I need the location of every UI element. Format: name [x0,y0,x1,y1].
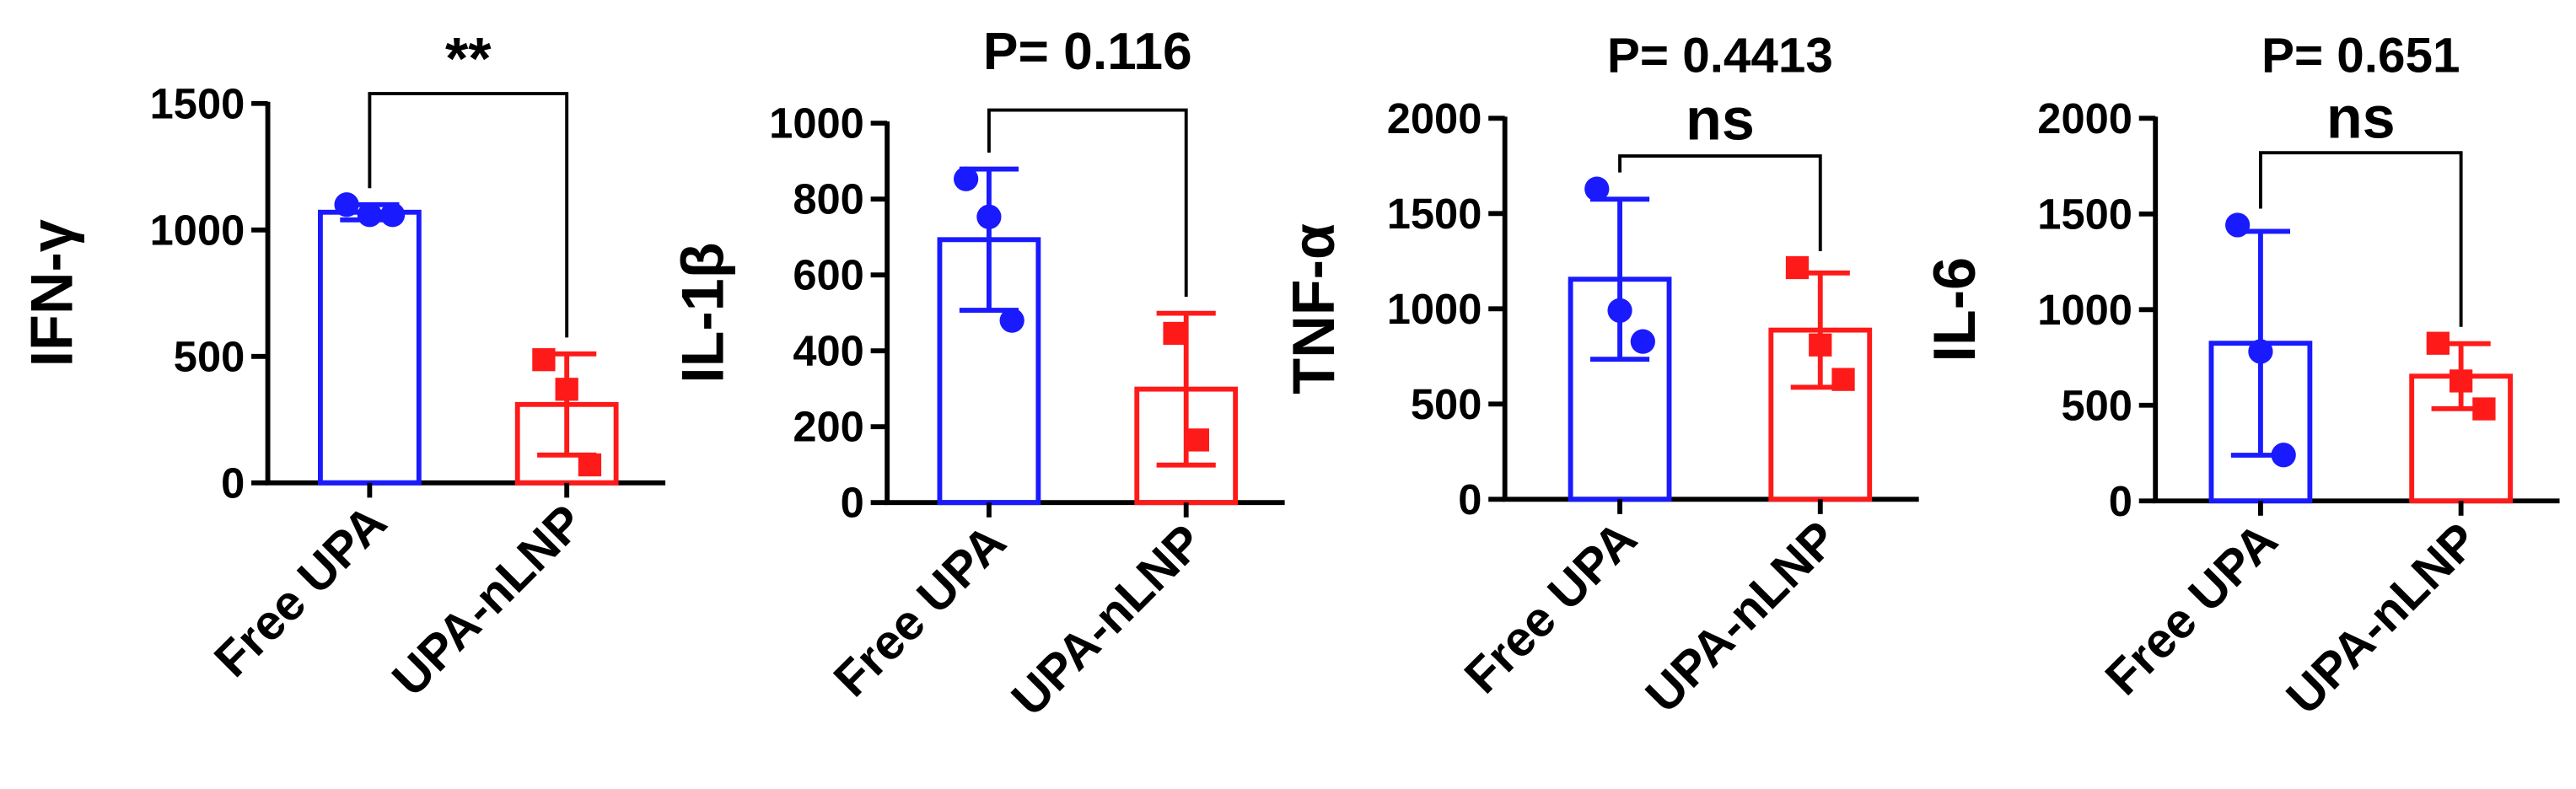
y-axis-label: IFN-γ [19,219,85,367]
y-tick-label: 500 [1411,380,1482,428]
annotation: P= 0.116 [983,23,1192,81]
y-tick-label: 400 [793,327,864,375]
significance-bracket [368,92,569,338]
data-point [1785,255,1810,280]
data-point [380,202,406,228]
data-point [2248,339,2273,364]
y-axis-label: TNF-α [1281,223,1347,394]
y-tick-label: 2000 [2037,94,2132,142]
data-point [1831,368,1855,391]
data-point [1630,329,1655,354]
y-tick-label: 200 [793,403,864,451]
y-tick-label: 1500 [2037,190,2132,238]
y-tick-label: 1000 [1387,285,1482,333]
data-point [2271,443,2296,468]
x-tick-label: UPA-nLNP [2276,513,2488,725]
x-tick-label: Free UPA [824,514,1017,707]
data-point [2449,369,2473,393]
x-tick-label: UPA-nLNP [1001,514,1213,727]
significance-bracket [987,108,1188,298]
x-tick-label: UPA-nLNP [382,495,594,707]
y-tick-label: 0 [221,459,245,507]
y-tick-label: 1500 [150,79,245,127]
bar [318,209,422,486]
data-point [555,378,578,401]
x-tick-label: Free UPA [1455,511,1648,704]
y-tick-label: 1500 [1387,190,1482,238]
x-tick-label: Free UPA [2095,513,2288,706]
y-tick-label: 600 [793,251,864,299]
y-tick-label: 1000 [769,99,864,148]
y-tick-label: 0 [841,479,864,527]
y-tick-label: 1000 [2037,286,2132,334]
data-point [1607,298,1632,323]
annotation: ** [445,26,492,92]
data-point [2225,212,2251,238]
y-tick-label: 800 [793,175,864,223]
data-point [976,204,1002,229]
annotation: P= 0.4413 [1607,29,1833,83]
data-point [578,453,602,477]
y-tick-label: 500 [2061,381,2132,429]
data-point [1584,176,1610,201]
data-point [357,202,382,228]
data-point [334,192,359,217]
y-tick-label: 1000 [150,206,245,254]
data-point [999,308,1024,333]
y-axis-label: IL-6 [1922,257,1987,362]
annotation: ns [2326,85,2396,151]
data-point [954,166,979,191]
data-point [2472,397,2496,421]
data-point [1809,333,1832,357]
annotation: ns [1686,87,1755,153]
annotation: P= 0.651 [2261,29,2460,83]
y-tick-label: 500 [174,332,245,380]
data-point [532,348,556,372]
data-point [1163,321,1186,346]
y-axis-label: IL-1β [670,242,735,383]
data-point [2426,331,2450,355]
x-tick-label: Free UPA [204,495,397,688]
y-tick-label: 0 [2109,477,2132,525]
x-tick-label: UPA-nLNP [1636,511,1848,723]
data-point [1186,428,1209,452]
significance-bracket [1618,154,1822,251]
significance-bracket [2258,151,2463,327]
y-tick-label: 2000 [1387,94,1482,142]
y-tick-label: 0 [1458,475,1482,523]
